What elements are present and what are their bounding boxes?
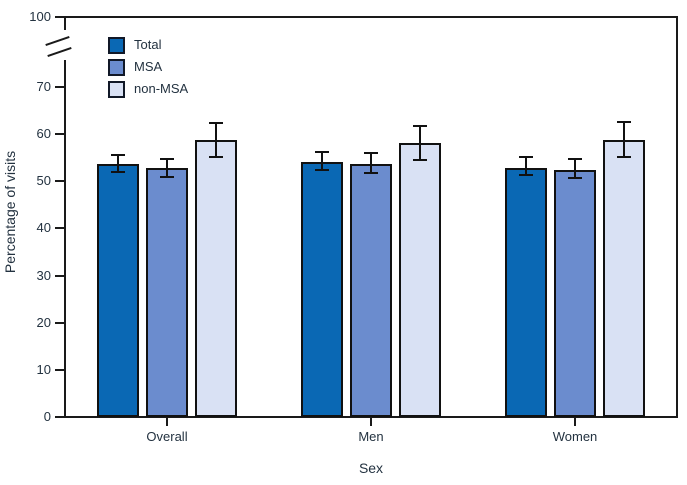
bar	[350, 163, 392, 417]
legend-item: Total	[108, 34, 188, 56]
error-bar-cap	[209, 121, 223, 124]
legend-label: non-MSA	[134, 81, 189, 96]
legend-swatch-icon	[108, 80, 125, 98]
y-tick-label: 20	[36, 314, 51, 330]
y-axis-break-gap	[63, 30, 68, 60]
bar	[603, 139, 645, 417]
y-tick	[55, 180, 65, 183]
error-bar-cap	[364, 152, 378, 154]
legend-label: MSA	[134, 59, 163, 74]
error-bar-line	[215, 122, 217, 158]
error-bar-cap	[160, 157, 174, 160]
y-tick	[55, 86, 65, 88]
y-tick	[55, 274, 65, 277]
y-tick-label: 50	[36, 173, 51, 189]
error-bar-cap	[617, 155, 631, 158]
error-bar-line	[117, 154, 119, 172]
y-tick-label: 70	[36, 79, 51, 94]
error-bar-cap	[568, 158, 582, 161]
y-tick-label: 0	[43, 409, 51, 424]
y-tick-label: 40	[36, 220, 51, 236]
y-tick-label: 10	[36, 361, 51, 377]
y-tick	[55, 321, 65, 324]
legend-swatch-icon	[108, 36, 125, 54]
x-category-label: Overall	[146, 429, 188, 444]
error-bar-line	[623, 121, 625, 157]
bar	[399, 143, 441, 417]
error-bar-cap	[413, 159, 427, 162]
y-tick	[55, 368, 65, 371]
bar	[505, 167, 547, 417]
legend-item: MSA	[108, 56, 188, 78]
x-axis-title: Sex	[358, 460, 384, 476]
legend: Total MSA non-MSA	[108, 34, 188, 100]
error-bar-cap	[519, 155, 533, 158]
y-tick-label: 100	[29, 9, 51, 24]
x-category-label: Women	[552, 429, 598, 444]
x-tick	[166, 418, 168, 426]
error-bar-cap	[111, 170, 125, 173]
y-tick	[55, 227, 65, 230]
error-bar-cap	[364, 171, 378, 174]
error-bar-cap	[413, 125, 427, 128]
error-bar-cap	[315, 151, 329, 154]
error-bar-line	[166, 158, 168, 178]
error-bar-cap	[617, 120, 631, 123]
error-bar-line	[370, 153, 372, 173]
error-bar-line	[574, 159, 576, 178]
error-bar-cap	[111, 153, 125, 156]
bar	[301, 161, 343, 417]
error-bar-line	[525, 156, 527, 176]
bar	[146, 167, 188, 417]
legend-label: Total	[134, 37, 162, 52]
y-tick	[55, 133, 65, 136]
x-tick	[370, 418, 372, 426]
y-tick	[55, 16, 65, 18]
legend-item: non-MSA	[108, 78, 188, 100]
error-bar-cap	[209, 156, 223, 159]
error-bar-cap	[519, 174, 533, 177]
error-bar-cap	[315, 168, 329, 171]
error-bar-cap	[160, 176, 174, 179]
bar	[97, 163, 139, 417]
x-category-label: Men	[358, 429, 384, 444]
y-tick	[55, 416, 65, 418]
error-bar-cap	[568, 176, 582, 179]
error-bar-line	[419, 126, 421, 161]
y-tick-label: 60	[36, 126, 51, 142]
bar	[195, 139, 237, 417]
bar	[554, 169, 596, 417]
x-tick	[574, 418, 576, 426]
y-tick-label: 30	[36, 267, 51, 283]
error-bar-line	[321, 152, 323, 170]
legend-swatch-icon	[108, 58, 125, 76]
